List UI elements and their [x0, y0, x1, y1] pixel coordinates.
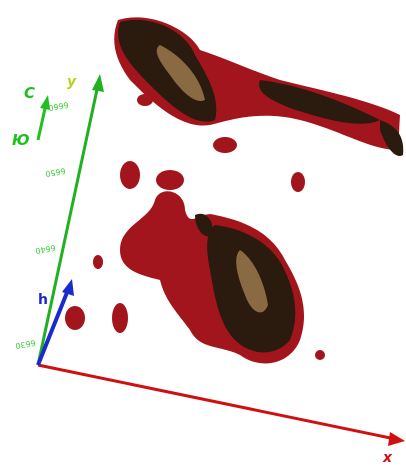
- y-tick-label: 6660: [48, 100, 70, 112]
- y-label: y: [67, 74, 77, 90]
- y-arrow: [92, 74, 104, 92]
- compass-arrow: [38, 104, 46, 140]
- y-tick-label: 6650: [45, 166, 67, 178]
- h-label: h: [38, 292, 48, 308]
- iso-surfaces: [65, 17, 403, 363]
- h-arrow: [62, 279, 74, 296]
- x-label: x: [382, 450, 393, 466]
- compass-arrowhead: [40, 95, 50, 110]
- x-arrow: [388, 432, 405, 446]
- compass-north: С: [24, 84, 35, 102]
- x-axis: [38, 365, 400, 440]
- compass: С Ю: [12, 84, 50, 149]
- scene: x y h 6660 6650 6640 6630 С Ю: [0, 0, 406, 466]
- y-tick-label: 6640: [35, 243, 57, 255]
- y-tick-label: 6630: [15, 338, 37, 350]
- compass-south: Ю: [12, 131, 30, 149]
